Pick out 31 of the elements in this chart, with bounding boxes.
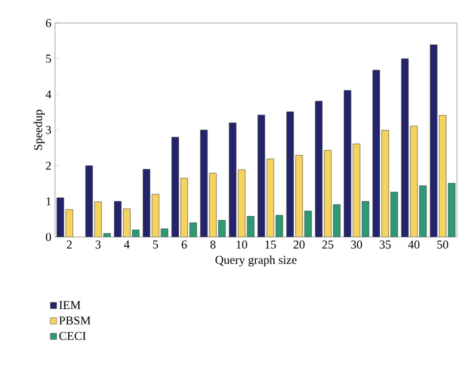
x-tick-label: 4 [124,240,130,248]
y-tick-label: 5 [46,54,52,63]
x-tick-label: 20 [294,240,305,249]
y-tick-label: 6 [46,18,52,28]
x-tick-label: 6 [182,240,187,249]
legend-label: PBSM [59,316,90,325]
y-tick-label: 3 [46,126,52,134]
y-tick-label: 1 [46,197,51,206]
x-tick-label: 3 [96,240,101,249]
x-tick-label: 30 [351,240,362,249]
y-tick-label: 0 [46,232,52,242]
x-tick-label: 8 [210,240,216,249]
bar [448,182,456,237]
bar [390,192,398,237]
x-tick-label: 40 [408,240,420,249]
bar [246,216,254,237]
bar [333,204,340,237]
y-tick-label: 4 [46,90,52,98]
x-axis-title: Query graph size [216,255,297,266]
x-tick-label: 5 [153,240,158,248]
bar [276,215,284,237]
y-axis-title: Speedup [34,110,45,150]
legend-label: IEM [59,301,80,309]
y-tick-label: 2 [46,162,51,170]
x-tick-label: 2 [66,240,72,248]
x-tick-label: 15 [265,240,276,249]
legend-label: CECI [59,332,86,340]
x-tick-label: 35 [380,240,391,249]
x-tick-label: 50 [437,240,448,249]
x-tick-label: 25 [322,240,334,249]
x-tick-label: 10 [236,240,248,249]
